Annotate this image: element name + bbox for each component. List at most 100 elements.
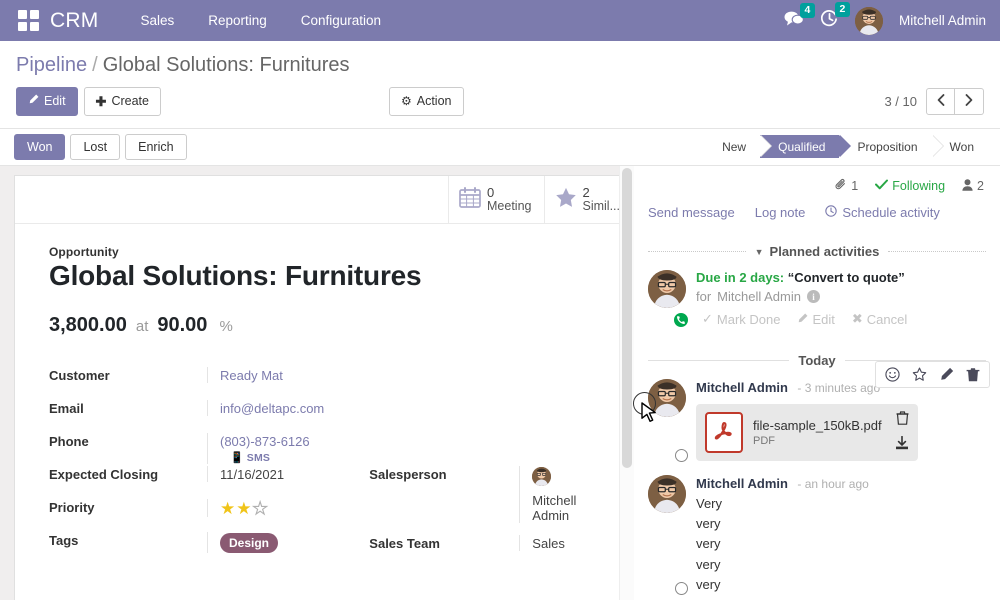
smiley-icon[interactable] (885, 367, 900, 382)
check-icon (875, 179, 889, 193)
messages-counter[interactable]: 4 (784, 2, 815, 32)
user-menu-name[interactable]: Mitchell Admin (898, 13, 986, 28)
chatter-pane: 1 Following 2 Send message Log not (634, 166, 1000, 600)
avatar[interactable] (854, 6, 883, 35)
form-scrollbar[interactable] (619, 166, 634, 600)
field-salesperson-value[interactable]: Mitchell Admin (532, 493, 577, 523)
attachment-filename[interactable]: file-sample_150kB.pdf (753, 418, 882, 433)
activities-counter[interactable]: 2 (820, 1, 850, 33)
star-icon[interactable] (912, 367, 927, 382)
form-column-right: Salesperson (347, 367, 598, 568)
form-body: Opportunity Global Solutions: Furnitures… (15, 224, 632, 588)
action-button-label: Action (416, 94, 452, 108)
action-button[interactable]: ⚙ Action (388, 87, 464, 116)
activity-cancel-button[interactable]: ✖ Cancel (852, 311, 907, 327)
page-title[interactable]: Global Solutions: Furnitures (49, 260, 422, 291)
messages-badge: 4 (799, 2, 815, 18)
field-customer-label: Customer (49, 368, 110, 383)
pager: 3 / 10 (884, 88, 984, 115)
pdf-file-icon (705, 412, 743, 453)
followers-button[interactable]: 2 (962, 178, 984, 194)
chevron-left-icon (937, 94, 945, 109)
field-sales-team-value[interactable]: Sales (532, 536, 565, 551)
log-note-button[interactable]: Log note (754, 205, 806, 220)
pager-previous-button[interactable] (926, 88, 955, 115)
message-action-toolbar (875, 361, 990, 388)
activities-badge: 2 (834, 1, 850, 17)
message-header: Mitchell Admin - an hour ago (696, 475, 986, 493)
divider-line-left (648, 251, 746, 252)
planned-activities-toggle[interactable]: ▼ Planned activities (755, 244, 880, 259)
expected-revenue-row: 3,800.00 at 90.00 % (49, 314, 598, 337)
stage-new[interactable]: New (712, 135, 773, 158)
stage-proposition[interactable]: Proposition (839, 135, 944, 158)
breadcrumb: Pipeline / Global Solutions: Furnitures (0, 41, 1000, 77)
nav-menu-configuration[interactable]: Configuration (300, 13, 382, 28)
divider-line-right (888, 251, 986, 252)
message-timestamp: - 3 minutes ago (797, 381, 881, 395)
enrich-button[interactable]: Enrich (125, 133, 187, 160)
edit-button[interactable]: Edit (16, 87, 78, 116)
attachment-count-button[interactable]: 1 (835, 178, 858, 194)
field-phone: Phone (803)-873-6126 📱 SMS (49, 433, 347, 466)
tag-design[interactable]: Design (220, 533, 279, 553)
field-expected-closing-value[interactable]: 11/16/2021 (220, 467, 285, 482)
smart-button-meeting-value: 0 (487, 184, 495, 200)
attachment-actions (895, 411, 909, 454)
following-button[interactable]: Following (875, 179, 945, 193)
app-brand-crm[interactable]: CRM (50, 8, 99, 32)
field-sales-team: Sales Team Sales (369, 535, 598, 568)
presence-icon (675, 582, 688, 596)
message-text-line: very (696, 536, 721, 552)
smart-button-similar[interactable]: 2 Simil... (543, 176, 633, 223)
download-icon[interactable] (895, 435, 909, 454)
star-empty-icon[interactable]: ★ (252, 499, 269, 518)
paperclip-icon (835, 178, 847, 194)
message-body: Mitchell Admin - an hour ago Very very v… (696, 475, 986, 594)
star-filled-icon[interactable]: ★ (236, 499, 253, 518)
field-salesperson-label: Salesperson (369, 467, 447, 482)
mobile-icon: 📱 (230, 452, 244, 464)
apps-grid-icon[interactable] (18, 9, 40, 32)
trash-icon[interactable] (896, 411, 909, 429)
today-divider: Today (648, 353, 987, 368)
attachment-card[interactable]: file-sample_150kB.pdf PDF (696, 404, 918, 461)
pencil-icon[interactable] (939, 367, 954, 382)
create-button[interactable]: ✚ Create (83, 87, 161, 116)
control-panel-buttons: Edit ✚ Create ⚙ Action 3 / 10 (0, 77, 1000, 128)
probability-value[interactable]: 90.00 (157, 314, 208, 336)
stage-won[interactable]: Won (931, 135, 988, 158)
chatter-action-links: Send message Log note Schedule activity (648, 194, 986, 222)
message-text-line: very (696, 576, 721, 592)
field-email-label: Email (49, 401, 84, 416)
activity-mark-done-button[interactable]: ✓ Mark Done (702, 311, 780, 327)
divider-line-right (844, 360, 987, 361)
form-scrollbar-thumb[interactable] (622, 168, 632, 468)
field-customer-value[interactable]: Ready Mat (220, 368, 283, 383)
nav-menu-reporting[interactable]: Reporting (208, 13, 267, 28)
expected-revenue-value[interactable]: 3,800.00 (49, 314, 127, 336)
control-panel: Pipeline / Global Solutions: Furnitures … (0, 41, 1000, 129)
schedule-activity-button[interactable]: Schedule activity (825, 205, 940, 220)
message-text-line: Very (696, 496, 723, 511)
mark-won-button[interactable]: Won (14, 133, 66, 160)
pencil-icon (797, 312, 808, 327)
mark-lost-button[interactable]: Lost (70, 133, 121, 160)
breadcrumb-pipeline[interactable]: Pipeline (16, 54, 88, 76)
pager-next-button[interactable] (955, 88, 984, 115)
nav-menu-sales[interactable]: Sales (140, 13, 175, 28)
star-filled-icon[interactable]: ★ (220, 499, 237, 518)
smart-button-meeting-label: Meeting (487, 198, 532, 213)
stage-qualified[interactable]: Qualified (760, 135, 852, 158)
priority-stars[interactable]: ★★★ (220, 499, 269, 518)
send-sms-button[interactable]: 📱 SMS (230, 452, 270, 464)
trash-icon[interactable] (966, 367, 980, 382)
smart-button-meeting[interactable]: 0 Meeting (448, 176, 543, 223)
avatar (648, 379, 686, 417)
field-sales-team-label: Sales Team (369, 536, 440, 551)
info-icon[interactable]: i (806, 290, 820, 303)
send-message-button[interactable]: Send message (648, 205, 735, 220)
activity-edit-button[interactable]: Edit (797, 311, 835, 327)
field-email-value[interactable]: info@deltapc.com (220, 401, 325, 416)
field-phone-value[interactable]: (803)-873-6126 (220, 434, 310, 449)
